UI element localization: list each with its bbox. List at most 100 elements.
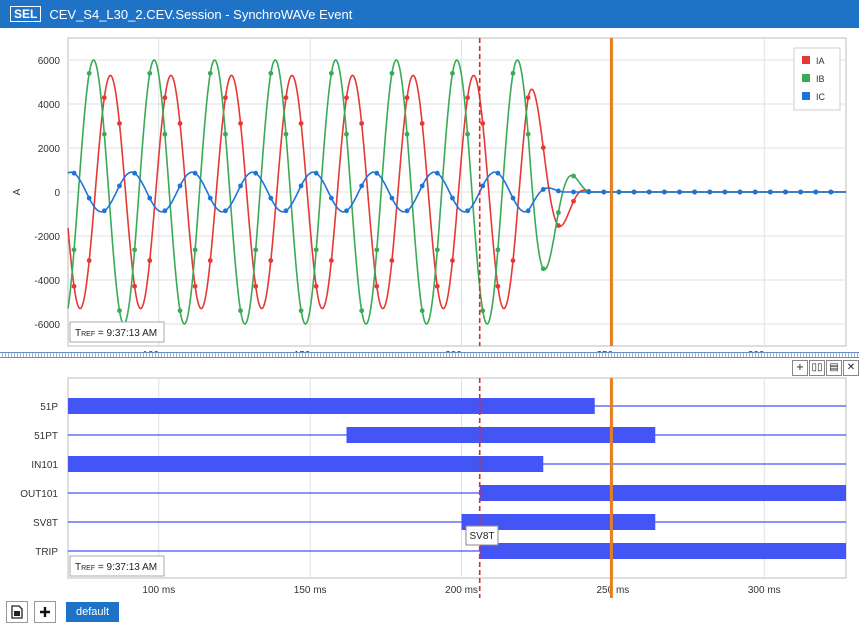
sample-point-IC [601, 189, 607, 195]
tref-label: TREF = 9:37:13 AM [75, 562, 157, 573]
sample-point-IA [253, 283, 259, 289]
sample-point-IA [177, 121, 183, 126]
signal-label-IN101: IN101 [31, 460, 58, 471]
digital-chart-panel[interactable]: 100 ms 150 ms 200 ms 250 ms 300 ms 51P 51PT IN1… [0, 376, 859, 598]
sample-point-IA [101, 95, 107, 101]
sample-point-IB [359, 308, 365, 314]
signal-bar-SV8T [461, 514, 656, 530]
sample-point-IA [132, 283, 137, 289]
sample-point-IC [328, 195, 334, 201]
y-tick-label: 4000 [38, 100, 61, 111]
sample-point-IB [86, 70, 92, 76]
sample-point-IC [722, 189, 728, 195]
sample-point-IC [540, 187, 546, 192]
sample-point-IC [101, 208, 107, 214]
sample-point-IC [268, 195, 274, 201]
sample-point-IB [192, 247, 198, 253]
y-tick-label: -6000 [34, 320, 60, 331]
sample-point-IB [480, 308, 486, 314]
sample-point-IB [510, 70, 516, 76]
split-horizontal-button[interactable]: ▤ [826, 360, 842, 376]
signal-label-SV8T: SV8T [33, 518, 58, 529]
sample-point-IB [207, 70, 213, 76]
sample-point-IA [525, 95, 531, 101]
sample-point-IC [359, 183, 365, 189]
sample-point-IB [419, 308, 425, 314]
add-tab-button[interactable] [34, 601, 56, 623]
sample-point-IC [646, 189, 652, 195]
sample-point-IB [540, 266, 546, 272]
sample-point-IB [556, 210, 561, 215]
y-tick-label: -2000 [34, 232, 60, 243]
sample-point-IC [495, 170, 501, 176]
sample-point-IB [465, 131, 470, 137]
pane-splitter[interactable] [0, 352, 859, 358]
sample-point-IB [283, 131, 289, 137]
y-tick-label: 2000 [38, 144, 61, 155]
x-tick-label: 250 ms [597, 585, 630, 596]
sample-point-IA [556, 223, 561, 228]
x-tick-label: 150 ms [294, 585, 327, 596]
close-pane-button[interactable]: ✕ [843, 360, 859, 376]
sample-point-IA [117, 121, 122, 126]
x-tick-label: 300 ms [748, 585, 781, 596]
sample-point-IC [465, 208, 470, 214]
series-line-IC [67, 171, 846, 213]
sample-point-IC [404, 208, 410, 214]
sample-point-IA [434, 283, 440, 289]
sample-point-IA [238, 121, 243, 126]
sample-point-IC [661, 189, 667, 195]
sample-point-IC [147, 195, 153, 201]
sample-point-IC [752, 189, 758, 195]
sample-point-IC [510, 195, 516, 201]
sample-point-IA [465, 95, 470, 101]
sample-point-IB [495, 247, 501, 253]
sample-point-IC [313, 170, 319, 176]
sample-point-IA [328, 258, 334, 263]
add-pane-button[interactable]: + [792, 360, 808, 376]
legend-swatch-IB [802, 74, 810, 82]
tooltip-frame [465, 525, 499, 546]
legend-label-IC: IC [816, 92, 826, 102]
sample-point-IA [147, 258, 153, 263]
sel-logo: SEL [10, 6, 42, 22]
digital-chart[interactable]: 100 ms 150 ms 200 ms 250 ms 300 ms 51P 51PT IN1… [0, 376, 859, 598]
sample-point-IA [298, 121, 304, 126]
sample-point-IA [192, 283, 198, 289]
signal-tooltip: SV8T [465, 525, 499, 546]
sample-point-IB [71, 247, 77, 253]
sample-point-IC [374, 170, 380, 176]
sample-point-IC [192, 170, 198, 176]
sample-point-IC [556, 188, 561, 194]
sample-point-IA [389, 258, 395, 263]
sample-point-IA [223, 95, 228, 101]
split-vertical-button[interactable]: ▯▯ [809, 360, 825, 376]
tref-box: TREF = 9:37:13 AM [69, 321, 165, 343]
document-icon[interactable] [6, 601, 28, 623]
sample-point-IB [571, 173, 576, 179]
signal-bar-IN101 [68, 456, 544, 472]
sample-point-IC [707, 189, 713, 195]
y-tick-label: -4000 [34, 276, 60, 287]
sample-point-IA [359, 121, 365, 126]
sample-point-IC [813, 189, 819, 195]
signal-bar-51P [68, 398, 595, 414]
sample-point-IA [419, 121, 425, 126]
signal-label-51P: 51P [40, 402, 58, 413]
x-tick-label: 200 ms [445, 585, 478, 596]
sample-point-IB [404, 131, 410, 137]
footer-toolbar: default [0, 600, 859, 624]
sample-point-IC [677, 189, 682, 195]
sample-point-IB [132, 247, 137, 253]
tref-box: TREF = 9:37:13 AM [69, 555, 165, 577]
sample-point-IC [828, 189, 834, 195]
sample-point-IB [117, 308, 122, 314]
sample-point-IA [283, 95, 289, 101]
tab-default[interactable]: default [66, 602, 120, 622]
sample-point-IA [495, 283, 501, 289]
sample-point-IB [253, 247, 259, 253]
sample-point-IB [374, 247, 380, 253]
sample-point-IB [450, 70, 455, 76]
